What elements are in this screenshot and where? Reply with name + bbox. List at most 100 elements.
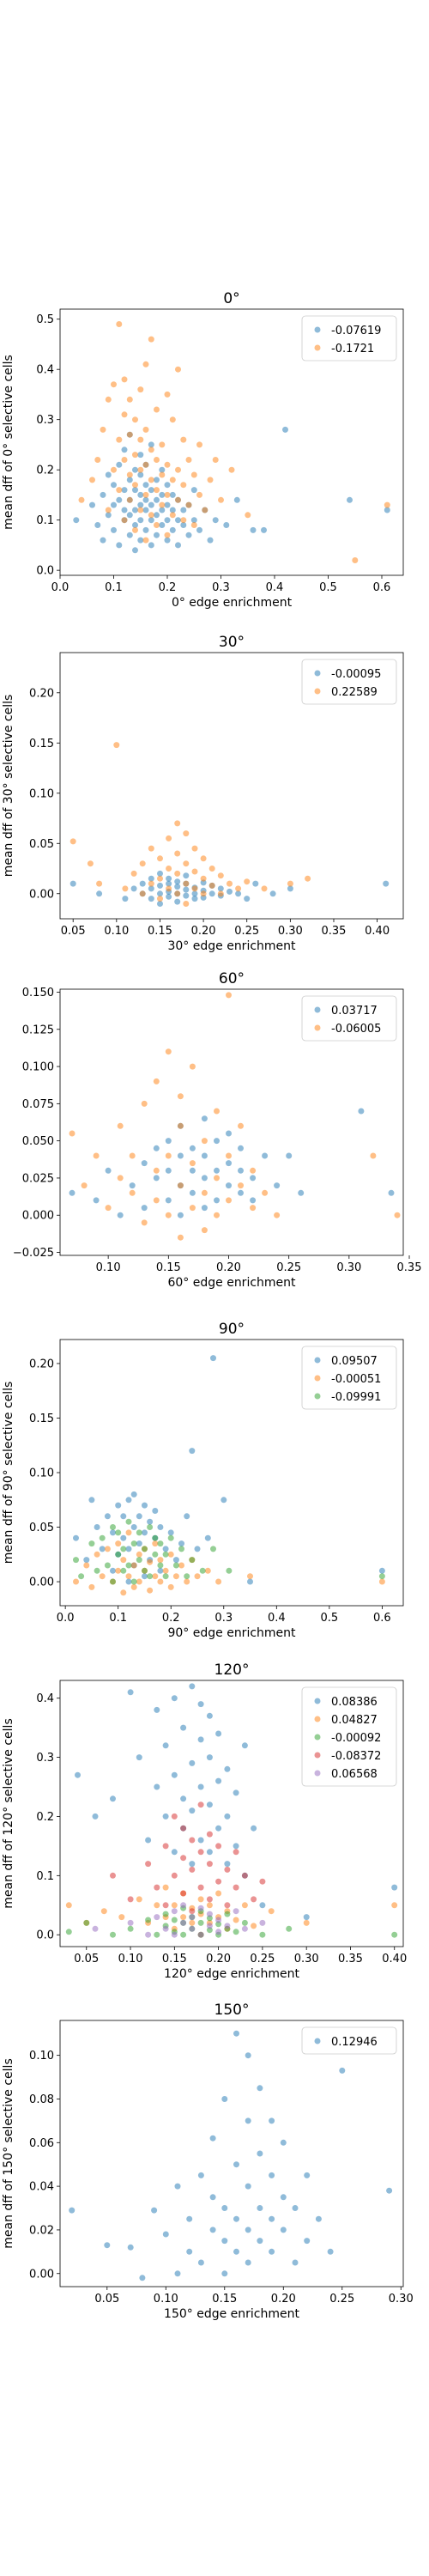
data-point	[137, 517, 144, 524]
legend-label: -0.08372	[331, 1750, 381, 1763]
data-point	[167, 1534, 174, 1541]
data-point	[153, 1175, 160, 1182]
data-point	[73, 1557, 79, 1564]
data-point	[347, 496, 353, 503]
legend-marker	[314, 1024, 321, 1031]
data-point	[206, 1927, 213, 1934]
legend-marker	[314, 2038, 321, 2044]
data-point	[99, 1546, 106, 1552]
data-point	[180, 1855, 187, 1862]
data-point	[154, 477, 160, 483]
data-point	[136, 1513, 142, 1520]
data-point	[162, 1546, 169, 1552]
series-0	[69, 870, 390, 907]
data-point	[201, 1189, 208, 1196]
legend: -0.07619 -0.1721	[301, 315, 397, 361]
data-point	[81, 1182, 88, 1189]
data-point	[191, 896, 198, 902]
data-point	[104, 1513, 111, 1520]
data-point	[126, 496, 133, 503]
x-tick-label: 0.30	[294, 1953, 319, 1965]
data-point	[154, 1706, 160, 1713]
data-point	[201, 1175, 208, 1182]
data-point	[164, 461, 171, 468]
data-point	[92, 1925, 99, 1932]
y-tick-label: 0.00	[29, 2268, 54, 2281]
data-point	[142, 482, 149, 489]
data-point	[142, 1546, 148, 1552]
y-tick-label: 0.0	[36, 565, 54, 578]
data-point	[224, 1813, 231, 1820]
data-point	[75, 1771, 81, 1778]
data-point	[105, 512, 112, 519]
data-point	[153, 1197, 160, 1204]
y-tick-label: 0.05	[29, 838, 54, 851]
data-point	[157, 1578, 164, 1585]
data-point	[96, 880, 103, 887]
data-point	[121, 411, 128, 418]
data-point	[142, 361, 149, 368]
data-point	[269, 2248, 275, 2255]
data-point	[250, 1175, 257, 1182]
legend-box	[301, 995, 397, 1042]
data-point	[159, 522, 166, 528]
data-point	[94, 1567, 100, 1574]
data-point	[238, 1122, 244, 1129]
data-point	[189, 1861, 196, 1868]
data-point	[196, 491, 202, 498]
data-point	[147, 1558, 154, 1565]
data-point	[245, 2227, 251, 2233]
data-point	[157, 855, 163, 862]
data-point	[129, 1152, 136, 1159]
data-point	[157, 896, 163, 902]
y-axis-label: mean dff of 90° selective cells	[2, 1382, 15, 1564]
x-tick-label: 0.4	[268, 1612, 286, 1625]
data-point	[105, 1205, 112, 1212]
data-point	[214, 1138, 220, 1145]
data-point	[180, 1914, 187, 1921]
data-point	[111, 526, 117, 533]
data-point	[136, 1896, 142, 1903]
series-1	[69, 742, 311, 907]
data-point	[127, 2244, 134, 2251]
legend: 0.09507 -0.00051 -0.09991	[301, 1346, 397, 1410]
y-tick-label: 0.5	[36, 313, 54, 326]
data-point	[190, 487, 197, 494]
data-point	[148, 542, 154, 549]
legend-marker	[314, 1375, 321, 1382]
legend-marker	[314, 1698, 321, 1704]
data-point	[147, 1573, 154, 1580]
data-point	[126, 471, 133, 478]
data-point	[178, 1546, 184, 1552]
x-axis-label: 0° edge enrichment	[172, 596, 293, 610]
data-point	[238, 1145, 244, 1151]
data-point	[269, 2117, 275, 2124]
data-point	[207, 537, 214, 544]
data-point	[209, 2194, 216, 2201]
data-point	[139, 890, 146, 897]
data-point	[69, 1130, 76, 1137]
data-point	[153, 1078, 160, 1084]
data-point	[154, 487, 160, 494]
data-point	[142, 461, 149, 468]
data-point	[238, 1189, 244, 1196]
data-point	[127, 1896, 134, 1903]
data-point	[383, 880, 390, 887]
data-point	[206, 1911, 213, 1917]
data-point	[185, 457, 192, 463]
series-2	[73, 1518, 385, 1585]
legend-marker	[314, 1357, 321, 1364]
data-point	[233, 2215, 239, 2222]
data-point	[183, 892, 190, 899]
data-point	[177, 1212, 184, 1218]
data-point	[100, 491, 106, 498]
data-point	[136, 1557, 142, 1564]
data-point	[122, 896, 129, 902]
data-point	[207, 477, 214, 483]
series-2	[65, 1905, 398, 1938]
data-point	[339, 2067, 346, 2074]
data-point	[169, 477, 176, 483]
series-3	[110, 1801, 266, 1915]
data-point	[125, 1518, 132, 1525]
